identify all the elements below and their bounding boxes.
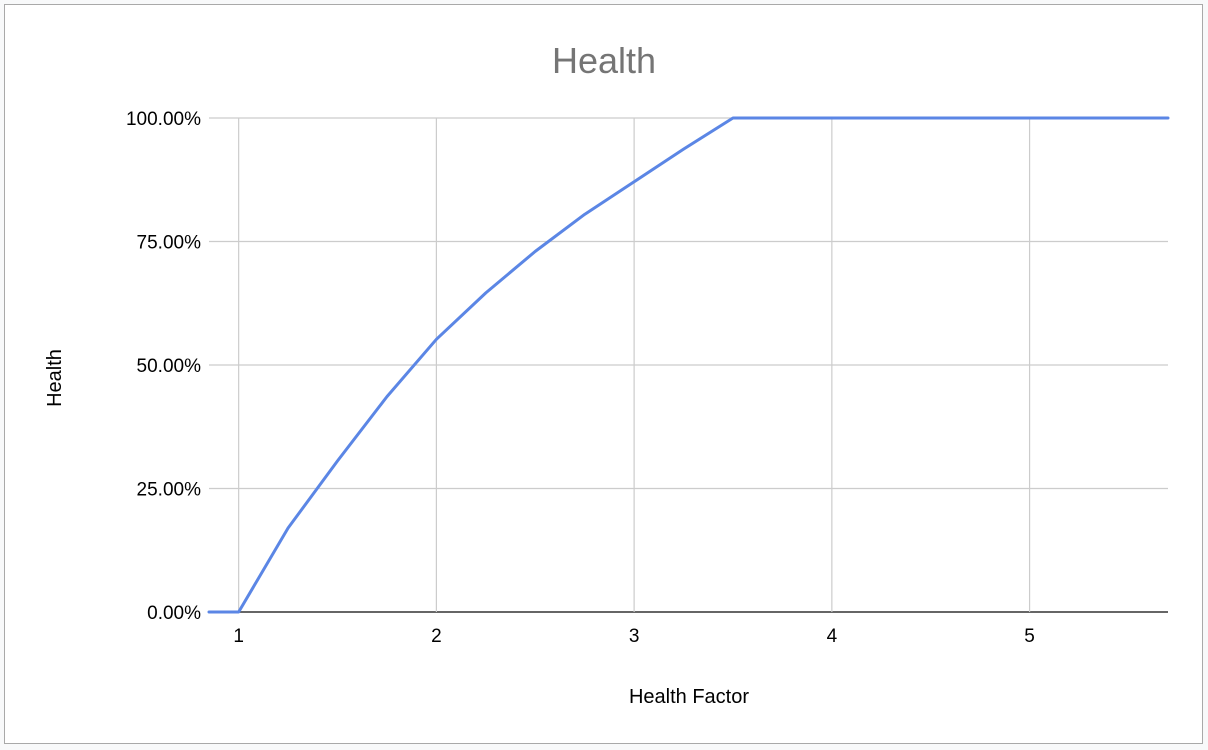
y-tick-label: 75.00%: [137, 233, 202, 254]
chart-card[interactable]: Health Health Factor Health 0.00% 25.00% 5…: [4, 4, 1203, 744]
x-tick-label: 1: [233, 626, 244, 647]
x-tick-label: 3: [629, 626, 640, 647]
x-axis-title: Health Factor: [629, 686, 749, 708]
x-tick-label: 4: [827, 626, 838, 647]
series-layer: [207, 116, 1170, 614]
health-series-line: [207, 116, 1170, 614]
y-axis-title: Health: [44, 349, 66, 407]
y-tick-label: 100.00%: [126, 109, 201, 130]
y-tick-label: 0.00%: [147, 603, 201, 624]
line-chart: Health Health Factor Health 0.00% 25.00% 5…: [44, 40, 1170, 708]
y-tick-label: 50.00%: [137, 356, 202, 377]
chart-title: Health: [552, 40, 656, 81]
gridlines: [209, 117, 1168, 613]
x-tick-label: 5: [1024, 626, 1035, 647]
y-tick-label: 25.00%: [137, 480, 202, 501]
tick-labels: 0.00% 25.00% 50.00% 75.00% 100.00% 1 2 3 4 5: [126, 109, 1035, 647]
x-tick-label: 2: [431, 626, 442, 647]
